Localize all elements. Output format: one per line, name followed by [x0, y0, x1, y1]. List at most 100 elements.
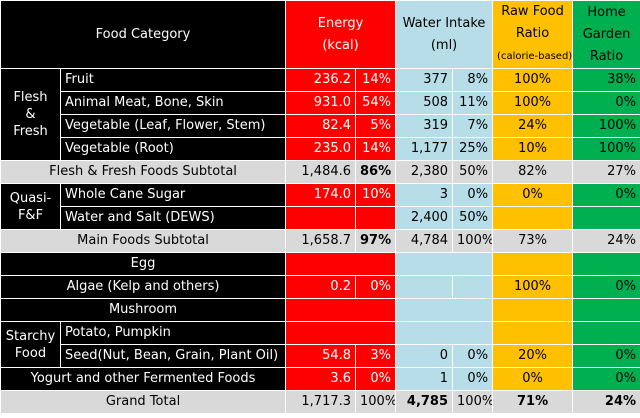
garden-ratio: 100% [572, 114, 640, 138]
raw-ratio: 82% [492, 160, 574, 184]
water-value: 508 [395, 91, 454, 115]
energy-value: 236.2 [285, 68, 357, 92]
water-percent: 7% [452, 114, 494, 138]
water-value: 1 [395, 367, 454, 391]
water-percent: 0% [452, 367, 494, 391]
table-row: Yogurt and other Fermented Foods 3.6 0% … [0, 367, 640, 391]
header-food-category: Food Category [0, 0, 287, 69]
table-row: Starchy Food Potato, Pumpkin [0, 321, 640, 368]
header-garden-line3: Ratio [589, 48, 624, 64]
raw-ratio [492, 206, 574, 230]
water-percent [452, 275, 494, 299]
water-value: 1,177 [395, 137, 454, 161]
water-empty [395, 252, 494, 276]
garden-ratio [572, 206, 640, 230]
header-water-unit: (ml) [430, 37, 458, 53]
water-percent: 25% [452, 137, 494, 161]
row-label: Egg [0, 252, 287, 276]
raw-empty [492, 252, 574, 276]
energy-value: 0.2 [285, 275, 357, 299]
table-row: Water and Salt (DEWS) 2,400 50% [1, 206, 640, 230]
table-row: Mushroom [0, 298, 640, 322]
group-starchy-food: Starchy Food [0, 321, 61, 368]
water-value: 4,784 [395, 229, 454, 253]
header-raw-note: (calorie-based) [497, 51, 573, 62]
water-value: 3 [395, 183, 454, 207]
garden-ratio: 0% [572, 367, 640, 391]
raw-ratio: 100% [492, 91, 574, 115]
group-starchy-line1: Starchy [5, 328, 56, 344]
row-label: Vegetable (Leaf, Flower, Stem) [59, 114, 287, 138]
row-label: Mushroom [0, 298, 287, 322]
water-percent: 11% [452, 91, 494, 115]
row-label: Seed(Nut, Bean, Grain, Plant Oil) [59, 344, 287, 368]
subtotal-row: Flesh & Fresh Foods Subtotal 1,484.6 86%… [0, 160, 640, 184]
header-water-label: Water Intake [402, 15, 486, 31]
energy-value [285, 206, 357, 230]
header-energy: Energy (kcal) [285, 0, 397, 69]
energy-percent [355, 206, 397, 230]
group-quasi-ff: Quasi- F&F [0, 183, 61, 230]
garden-empty [572, 298, 640, 322]
table-row: Egg [0, 252, 640, 276]
garden-empty [572, 321, 640, 345]
garden-empty [572, 252, 640, 276]
row-label: Yogurt and other Fermented Foods [0, 367, 287, 391]
energy-value: 174.0 [285, 183, 357, 207]
garden-ratio: 0% [572, 183, 640, 207]
raw-ratio: 73% [492, 229, 574, 253]
group-flesh-line1: Flesh [13, 90, 48, 105]
table-row: Vegetable (Root) 235.0 14% 1,177 25% 10%… [1, 137, 640, 161]
energy-value: 3.6 [285, 367, 357, 391]
water-value [395, 275, 454, 299]
grand-total-row: Grand Total 1,717.3 100% 4,785 100% 71% … [0, 390, 640, 414]
energy-percent: 97% [355, 229, 397, 253]
header-garden-line2: Garden [582, 26, 631, 42]
raw-empty [492, 321, 574, 345]
water-percent: 8% [452, 68, 494, 92]
garden-ratio: 27% [572, 160, 640, 184]
energy-percent: 3% [355, 344, 397, 368]
header-water: Water Intake (ml) [395, 0, 494, 69]
raw-ratio: 24% [492, 114, 574, 138]
row-label: Potato, Pumpkin [59, 321, 287, 345]
row-label: Vegetable (Root) [59, 137, 287, 161]
garden-ratio: 38% [572, 68, 640, 92]
garden-ratio: 0% [572, 344, 640, 368]
energy-empty [285, 298, 397, 322]
row-label: Flesh & Fresh Foods Subtotal [0, 160, 287, 184]
energy-value: 82.4 [285, 114, 357, 138]
raw-ratio: 71% [492, 390, 574, 414]
header-raw-food: Raw Food Ratio (calorie-based) [492, 0, 574, 69]
water-percent: 50% [452, 160, 494, 184]
group-starchy-line2: Food [14, 345, 47, 361]
energy-value: 54.8 [285, 344, 357, 368]
raw-ratio: 0% [492, 183, 574, 207]
energy-empty [285, 252, 397, 276]
group-quasi-line1: Quasi- [9, 190, 52, 206]
energy-value: 1,658.7 [285, 229, 357, 253]
energy-percent: 100% [355, 390, 397, 414]
water-value: 2,400 [395, 206, 454, 230]
energy-percent: 14% [355, 137, 397, 161]
header-raw-line1: Raw Food [501, 4, 564, 19]
subtotal-row: Main Foods Subtotal 1,658.7 97% 4,784 10… [0, 229, 640, 253]
group-flesh-line3: Fresh [13, 124, 48, 139]
row-label: Algae (Kelp and others) [0, 275, 287, 299]
water-value: 377 [395, 68, 454, 92]
group-quasi-line2: F&F [17, 207, 44, 223]
energy-percent: 0% [355, 275, 397, 299]
garden-ratio: 24% [572, 390, 640, 414]
garden-ratio: 24% [572, 229, 640, 253]
water-empty [395, 298, 494, 322]
header-energy-label: Energy [317, 15, 364, 31]
header-home-garden: Home Garden Ratio [572, 0, 640, 69]
water-value: 0 [395, 344, 454, 368]
header-energy-unit: (kcal) [322, 37, 359, 53]
energy-percent: 10% [355, 183, 397, 207]
table-row: Algae (Kelp and others) 0.2 0% 100% 0% [0, 275, 640, 299]
water-percent: 100% [452, 390, 494, 414]
water-percent: 0% [452, 183, 494, 207]
energy-percent: 14% [355, 68, 397, 92]
